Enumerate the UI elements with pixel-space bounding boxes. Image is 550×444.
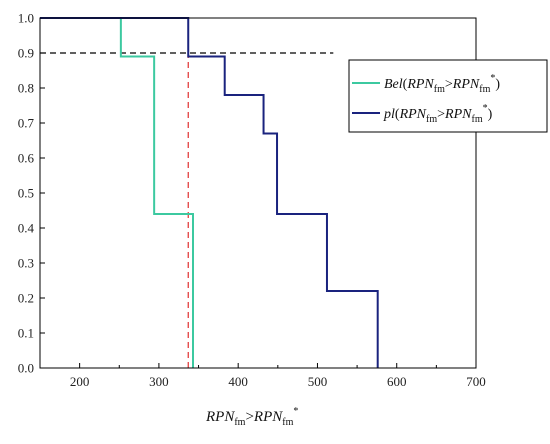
y-tick-label: 0.1 — [18, 326, 34, 341]
y-tick-label: 0.5 — [18, 186, 34, 201]
x-axis-title: RPNfm>RPNfm* — [205, 406, 298, 428]
y-tick-label: 0.0 — [18, 361, 34, 376]
series-line-1 — [40, 17, 194, 368]
y-tick-label: 1.0 — [18, 11, 34, 26]
reference-lines-layer — [40, 18, 334, 368]
y-tick-label: 0.8 — [18, 81, 34, 96]
y-tick-label: 0.9 — [18, 46, 34, 61]
x-axis-title-text: RPNfm>RPNfm* — [205, 406, 298, 428]
series-line-2 — [40, 17, 379, 368]
y-tick-label: 0.2 — [18, 291, 34, 306]
y-tick-label: 0.3 — [18, 256, 34, 271]
legend-label-1: Bel(RPNfm>RPNfm*) — [384, 73, 500, 95]
y-tick-label: 0.7 — [18, 116, 35, 131]
x-tick-label: 400 — [228, 374, 248, 389]
legend: Bel(RPNfm>RPNfm*) pl(RPNfm>RPNfm*) — [348, 59, 548, 133]
x-tick-label: 500 — [308, 374, 328, 389]
x-tick-label: 700 — [466, 374, 486, 389]
series-layer — [40, 17, 379, 368]
legend-box — [348, 59, 548, 133]
y-tick-label: 0.6 — [18, 151, 35, 166]
x-tick-label: 600 — [387, 374, 407, 389]
x-tick-label: 300 — [149, 374, 169, 389]
legend-label-2: pl(RPNfm>RPNfm*) — [383, 103, 493, 125]
tick-layer: 200 300 400 500 600 700 0.0 0.1 0.2 0.3 0.4 0.5 0.6 0… — [18, 11, 486, 390]
y-tick-label: 0.4 — [18, 221, 35, 236]
x-tick-label: 200 — [70, 374, 90, 389]
